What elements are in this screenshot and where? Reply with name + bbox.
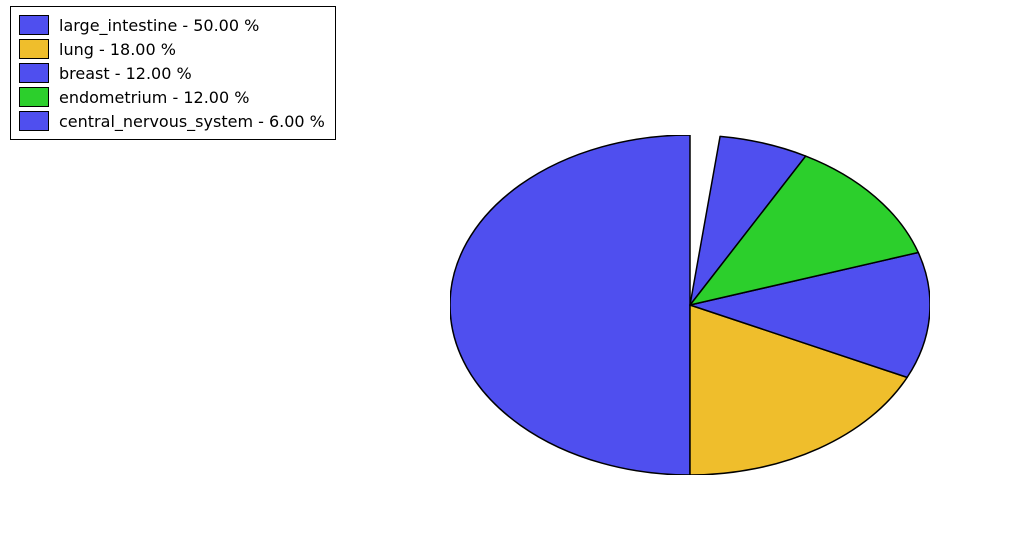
legend-swatch — [19, 63, 49, 83]
legend-item: breast - 12.00 % — [19, 61, 325, 85]
legend-label: central_nervous_system - 6.00 % — [59, 112, 325, 131]
legend-label: large_intestine - 50.00 % — [59, 16, 259, 35]
legend-swatch — [19, 39, 49, 59]
legend-item: large_intestine - 50.00 % — [19, 13, 325, 37]
legend-item: lung - 18.00 % — [19, 37, 325, 61]
legend-item: endometrium - 12.00 % — [19, 85, 325, 109]
legend-label: lung - 18.00 % — [59, 40, 176, 59]
legend-swatch — [19, 111, 49, 131]
legend-swatch — [19, 15, 49, 35]
legend: large_intestine - 50.00 % lung - 18.00 % b… — [10, 6, 336, 140]
legend-label: endometrium - 12.00 % — [59, 88, 249, 107]
legend-swatch — [19, 87, 49, 107]
pie-slice — [450, 135, 690, 475]
legend-label: breast - 12.00 % — [59, 64, 192, 83]
pie-chart — [450, 135, 930, 475]
legend-item: central_nervous_system - 6.00 % — [19, 109, 325, 133]
